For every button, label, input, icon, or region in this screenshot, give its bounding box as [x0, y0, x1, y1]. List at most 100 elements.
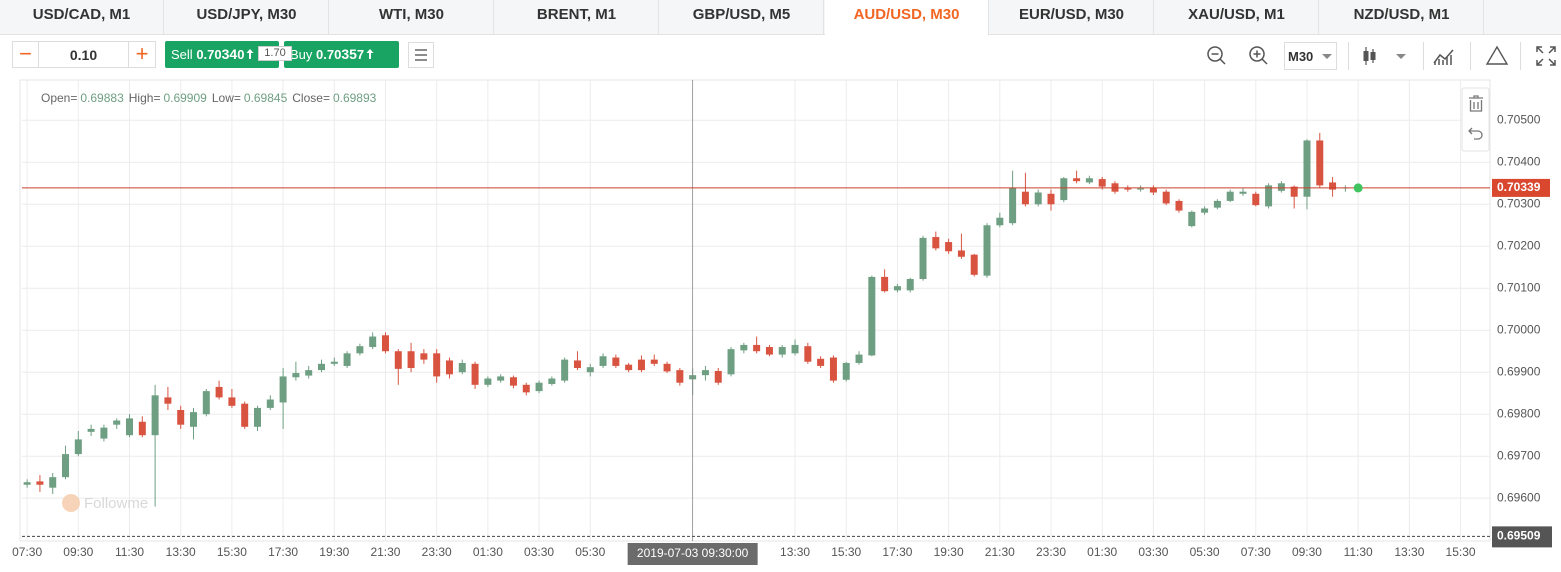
separator	[1520, 42, 1521, 70]
indicator-button[interactable]	[1431, 43, 1457, 69]
candle-body	[612, 357, 620, 366]
separator	[1348, 42, 1349, 70]
sell-price: 0.70340	[196, 46, 244, 62]
candle-body	[701, 370, 709, 376]
tab[interactable]: NZD/USD, M1	[1320, 0, 1484, 34]
candle-body	[573, 360, 581, 369]
x-tick-label: 23:30	[422, 545, 452, 559]
ohlc-value: 0.69909	[163, 91, 207, 105]
zoom-out[interactable]	[1204, 43, 1228, 67]
candle-body	[625, 364, 633, 371]
candle-body	[586, 367, 594, 373]
x-tick-label: 19:30	[319, 545, 349, 559]
timeframe: M30	[1288, 49, 1314, 64]
x-tick-label: 07:30	[12, 545, 42, 559]
candle-body	[1073, 178, 1081, 182]
candle-body	[932, 237, 940, 249]
tab-bar: USD/CAD, M1 USD/JPY, M30 WTI, M30 BRENT, M1…	[0, 0, 1561, 35]
dropdown-icon	[1322, 54, 1333, 59]
fullscreen-button[interactable]	[1533, 43, 1559, 69]
x-tick-label: 17:30	[882, 545, 912, 559]
sell-label: Sell	[171, 47, 193, 62]
candle-body	[1034, 192, 1042, 205]
x-tick-label: 11:30	[115, 545, 144, 559]
x-tick-label: 19:30	[934, 545, 964, 559]
cursor-label: 2019-07-03 09:30:00	[637, 546, 749, 560]
x-tick-label: 01:30	[1087, 545, 1117, 559]
candle-body	[407, 351, 415, 369]
candle-body	[893, 286, 901, 291]
candle-body	[202, 391, 210, 415]
x-tick-label: 03:30	[1138, 545, 1168, 559]
candle-body	[1124, 188, 1132, 190]
candle-body	[381, 335, 389, 352]
candle-body	[1009, 187, 1017, 224]
x-tick-label: 21:30	[985, 545, 1015, 559]
candle-body	[919, 237, 927, 280]
chart-type-select[interactable]	[1358, 43, 1414, 69]
candle-body	[1316, 140, 1324, 186]
lot-minus[interactable]: −	[12, 41, 39, 68]
candle-body	[509, 377, 517, 386]
candle-body	[1213, 200, 1221, 208]
tab[interactable]: EUR/USD, M30	[990, 0, 1154, 34]
candle-body	[100, 427, 108, 439]
watermark-logo	[62, 494, 80, 512]
candle-body	[778, 347, 786, 355]
candle-body	[1021, 191, 1029, 205]
lot-plus[interactable]: +	[128, 41, 156, 68]
x-tick-label: 09:30	[1292, 545, 1322, 559]
candle-body	[49, 477, 57, 488]
candle-body	[356, 346, 364, 354]
zoom-in[interactable]	[1246, 43, 1270, 67]
last-price-bg	[1492, 178, 1550, 197]
candle-body	[317, 363, 325, 371]
candle-body	[829, 357, 837, 381]
separator	[1470, 42, 1471, 70]
x-tick-label: 17:30	[268, 545, 298, 559]
ohlc-label: Open=	[41, 91, 77, 105]
candle-body	[663, 363, 671, 372]
candle-body	[1149, 187, 1157, 193]
tab[interactable]: XAU/USD, M1	[1155, 0, 1319, 34]
tab[interactable]: BRENT, M1	[495, 0, 659, 34]
candle-body	[1162, 191, 1170, 204]
candle-body	[535, 382, 543, 392]
candle-body	[1188, 211, 1196, 227]
lot-input[interactable]: 0.10	[38, 41, 129, 68]
tab[interactable]: USD/JPY, M30	[165, 0, 329, 34]
candle-body	[445, 360, 453, 375]
x-tick-label: 15:30	[217, 545, 247, 559]
candle-body	[727, 349, 735, 375]
x-tick-label: 01:30	[473, 545, 503, 559]
drawing-button[interactable]	[1484, 43, 1510, 69]
candle-body	[497, 376, 505, 381]
candle-body	[765, 347, 773, 355]
candle-body	[1201, 208, 1209, 213]
candle-body	[279, 376, 287, 403]
candle-body	[1329, 182, 1337, 190]
menu-button[interactable]	[408, 42, 434, 68]
candle-body	[817, 358, 825, 366]
candle-body	[1265, 185, 1273, 207]
tab[interactable]: WTI, M30	[330, 0, 494, 34]
buy-button[interactable]: Buy 0.70357	[284, 41, 399, 68]
candle-body	[868, 276, 876, 356]
ohlc-value: 0.69893	[333, 91, 377, 105]
x-tick-label: 13:30	[166, 545, 196, 559]
undo-icon[interactable]	[1468, 127, 1483, 140]
x-tick-label: 03:30	[524, 545, 554, 559]
tab[interactable]: AUD/USD, M30	[825, 0, 989, 35]
candle-body	[62, 454, 70, 478]
ohlc-value: 0.69845	[244, 91, 288, 105]
timeframe-select[interactable]: M30	[1284, 42, 1337, 70]
y-tick-label: 0.69700	[1497, 448, 1541, 462]
candle-body	[983, 225, 991, 276]
trash-icon[interactable]	[1469, 95, 1483, 112]
candle-body	[305, 370, 313, 376]
y-tick-label: 0.69600	[1497, 490, 1541, 504]
tab[interactable]: USD/CAD, M1	[0, 0, 164, 34]
tab[interactable]: GBP/USD, M5	[660, 0, 824, 34]
x-tick-label: 07:30	[1241, 545, 1271, 559]
